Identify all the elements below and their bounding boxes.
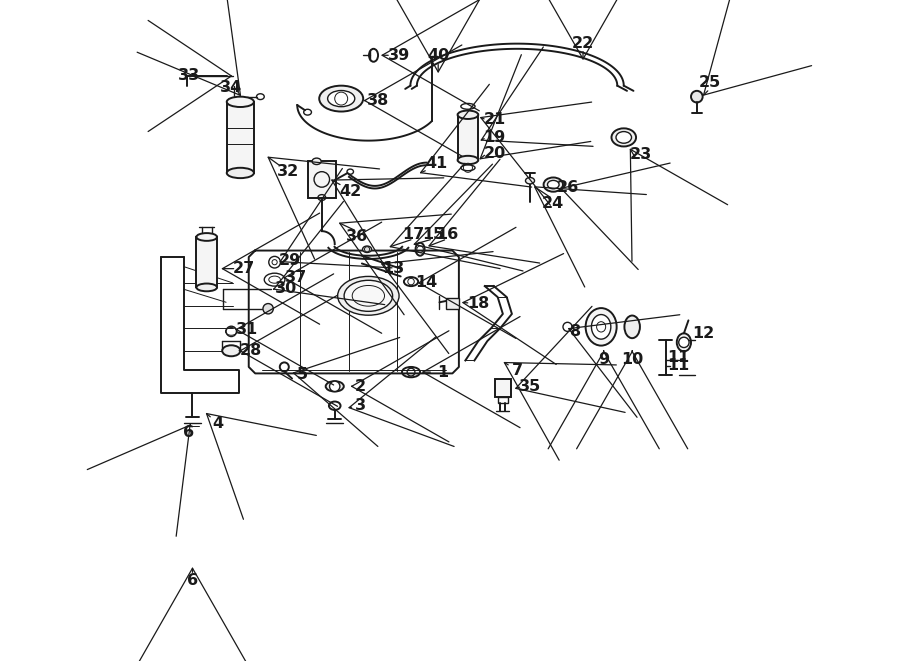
Text: 41: 41: [425, 156, 447, 171]
Text: 2: 2: [355, 379, 366, 394]
Text: 22: 22: [572, 36, 594, 51]
Text: 19: 19: [483, 130, 506, 145]
Ellipse shape: [227, 168, 254, 178]
Circle shape: [691, 91, 703, 102]
Text: 23: 23: [630, 147, 652, 163]
Text: 13: 13: [382, 261, 404, 276]
Ellipse shape: [526, 178, 535, 184]
Ellipse shape: [363, 246, 372, 253]
Circle shape: [679, 337, 689, 348]
Bar: [446, 297, 459, 309]
Text: 32: 32: [276, 164, 299, 179]
Bar: [495, 379, 510, 397]
Text: 16: 16: [436, 227, 458, 242]
Text: 37: 37: [284, 270, 307, 285]
Ellipse shape: [196, 233, 217, 241]
Text: 3: 3: [355, 398, 366, 413]
Text: 11: 11: [668, 358, 690, 373]
Text: 39: 39: [388, 48, 410, 63]
Text: 17: 17: [402, 227, 425, 242]
Ellipse shape: [222, 345, 240, 356]
Ellipse shape: [196, 284, 217, 292]
Text: 10: 10: [621, 352, 644, 367]
Text: 27: 27: [233, 261, 256, 276]
Ellipse shape: [616, 132, 632, 143]
Text: 30: 30: [274, 280, 297, 295]
Text: 6: 6: [183, 426, 194, 440]
Bar: [227, 102, 254, 173]
Circle shape: [263, 303, 274, 314]
Text: 31: 31: [236, 322, 258, 337]
Text: 20: 20: [483, 146, 506, 161]
Bar: [457, 115, 478, 160]
Text: 9: 9: [598, 352, 609, 367]
Bar: [498, 397, 508, 403]
Text: 5: 5: [297, 368, 308, 382]
Ellipse shape: [326, 381, 344, 391]
Ellipse shape: [586, 308, 616, 346]
Text: 6: 6: [187, 573, 198, 588]
Ellipse shape: [625, 315, 640, 338]
Circle shape: [329, 381, 340, 391]
Ellipse shape: [344, 280, 392, 311]
Text: 18: 18: [467, 296, 490, 311]
Text: 36: 36: [346, 229, 368, 244]
Ellipse shape: [591, 315, 611, 339]
Text: 40: 40: [428, 48, 449, 63]
Ellipse shape: [227, 97, 254, 107]
Text: 42: 42: [339, 184, 362, 198]
Text: 35: 35: [519, 379, 541, 394]
Ellipse shape: [677, 333, 691, 352]
Text: 12: 12: [692, 326, 715, 341]
Text: 25: 25: [698, 75, 721, 90]
Circle shape: [364, 247, 370, 252]
Ellipse shape: [312, 158, 321, 165]
Text: 34: 34: [220, 80, 242, 95]
Ellipse shape: [328, 91, 355, 106]
Text: 7: 7: [511, 363, 523, 377]
Text: 15: 15: [422, 227, 444, 242]
Text: 24: 24: [542, 196, 563, 212]
Bar: [308, 161, 336, 198]
Text: 33: 33: [177, 69, 200, 83]
Text: 21: 21: [483, 112, 506, 128]
Text: 29: 29: [278, 253, 301, 268]
Ellipse shape: [547, 180, 559, 189]
Ellipse shape: [320, 86, 364, 112]
Bar: [196, 237, 217, 288]
Ellipse shape: [457, 110, 478, 119]
Text: 28: 28: [239, 343, 262, 358]
Ellipse shape: [611, 128, 636, 147]
Text: 8: 8: [570, 324, 580, 339]
Text: 11: 11: [668, 350, 690, 365]
Ellipse shape: [544, 178, 563, 192]
Ellipse shape: [338, 276, 399, 315]
Text: 1: 1: [437, 365, 448, 379]
Ellipse shape: [457, 156, 478, 164]
Text: 38: 38: [367, 93, 389, 108]
Text: 26: 26: [556, 180, 579, 195]
Text: 14: 14: [416, 276, 437, 290]
Text: 4: 4: [212, 416, 224, 432]
